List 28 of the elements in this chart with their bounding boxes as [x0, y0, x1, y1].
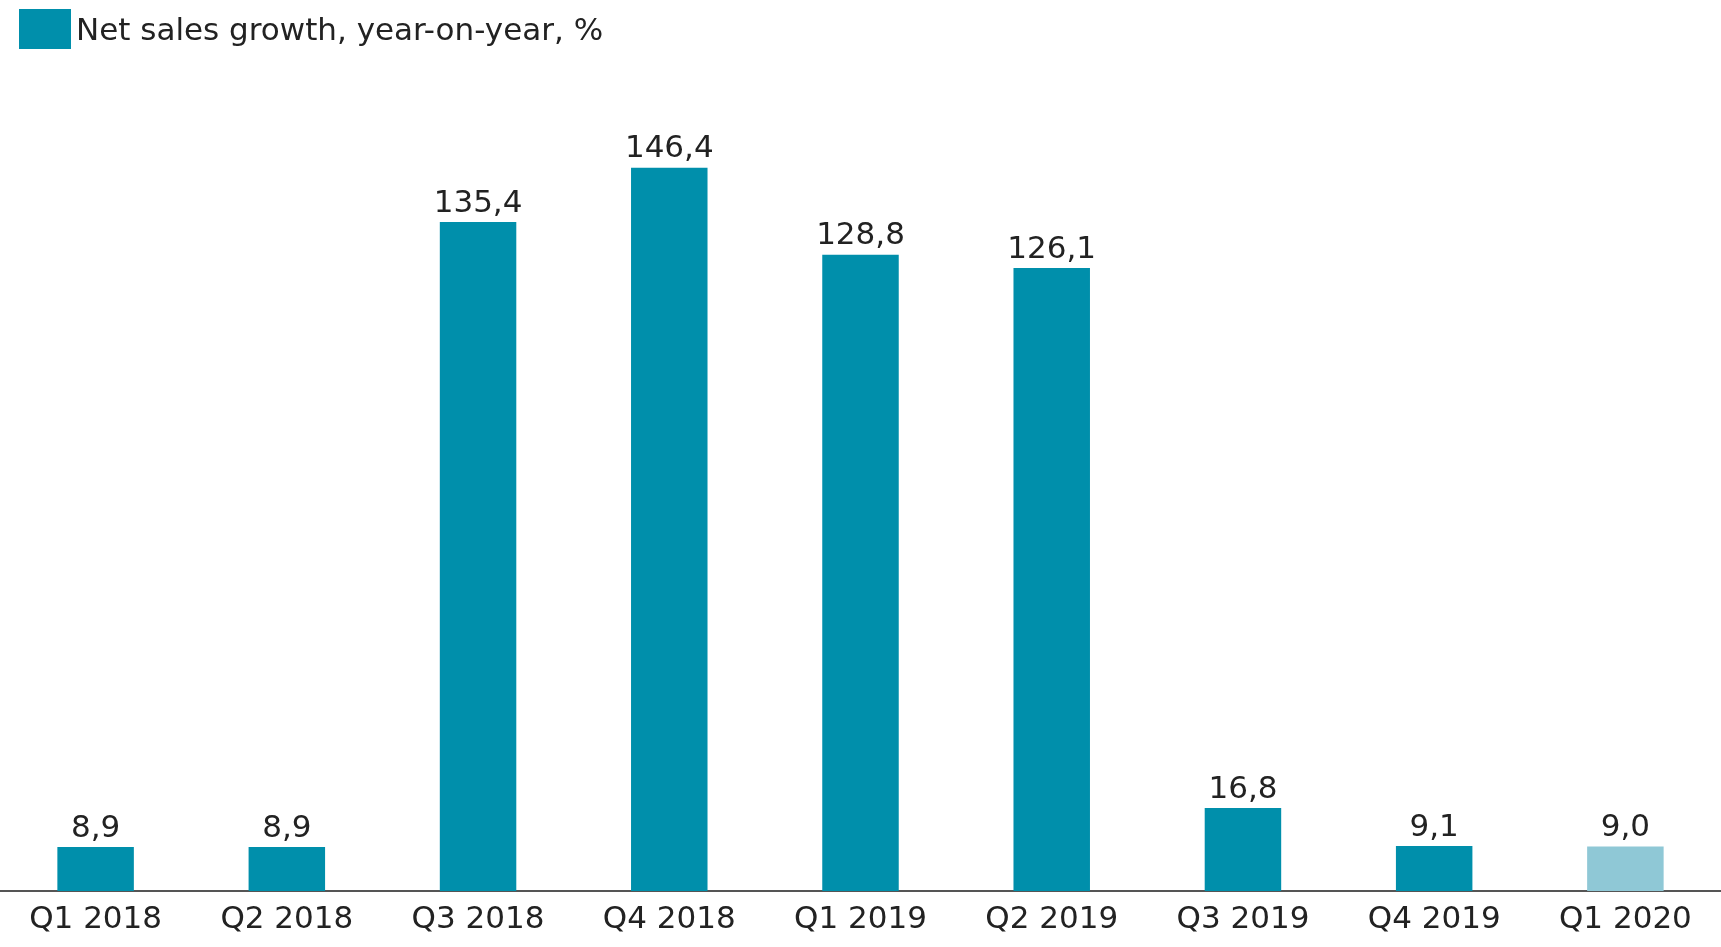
- data-label: 9,0: [1600, 807, 1651, 844]
- bar: [439, 222, 517, 891]
- x-tick-label: Q4 2018: [602, 898, 736, 935]
- bar: [1395, 846, 1473, 891]
- data-label: 135,4: [433, 182, 523, 219]
- x-tick-label: Q3 2018: [411, 898, 545, 935]
- bar: [1204, 808, 1282, 891]
- legend-label: Net sales growth, year-on-year, %: [76, 11, 604, 47]
- x-tick-label: Q1 2019: [794, 898, 927, 935]
- data-label: 8,9: [70, 807, 121, 844]
- bar: [57, 847, 134, 891]
- x-tick-label: Q2 2018: [220, 898, 354, 935]
- data-label: 8,9: [262, 807, 312, 844]
- data-label: 16,8: [1208, 768, 1278, 805]
- data-label: 146,4: [624, 128, 714, 165]
- x-tick-label: Q4 2019: [1367, 898, 1501, 935]
- bar: [631, 167, 708, 891]
- x-tick-label: Q1 2020: [1558, 898, 1692, 935]
- x-tick-label: Q1 2018: [29, 898, 163, 935]
- x-tick-label: Q2 2019: [985, 898, 1119, 935]
- bar: [248, 847, 326, 891]
- bar: [822, 254, 899, 891]
- bar: [1013, 268, 1090, 891]
- data-label: 128,8: [816, 215, 905, 252]
- data-label: 9,1: [1409, 806, 1459, 843]
- data-label: 126,1: [1007, 228, 1097, 265]
- bar: [1587, 846, 1664, 891]
- x-tick-label: Q3 2019: [1176, 898, 1310, 935]
